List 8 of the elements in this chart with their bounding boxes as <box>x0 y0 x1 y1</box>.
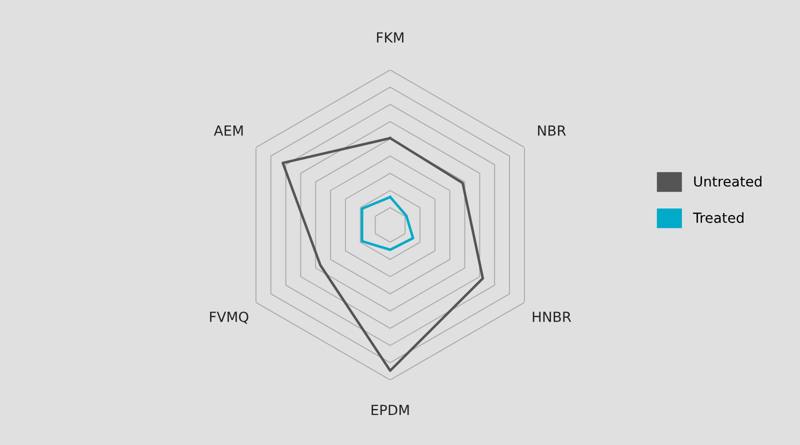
spoke-label: FVMQ <box>210 312 248 324</box>
spoke-label: EPDM <box>372 404 409 416</box>
spoke-label: HNBR <box>532 312 572 322</box>
spoke-label: AEM <box>214 126 243 136</box>
spoke-label: NBR <box>538 126 566 136</box>
legend-label: Untreated <box>694 176 762 187</box>
spoke-label: FKM <box>377 32 404 43</box>
legend-label: Treated <box>692 212 744 223</box>
